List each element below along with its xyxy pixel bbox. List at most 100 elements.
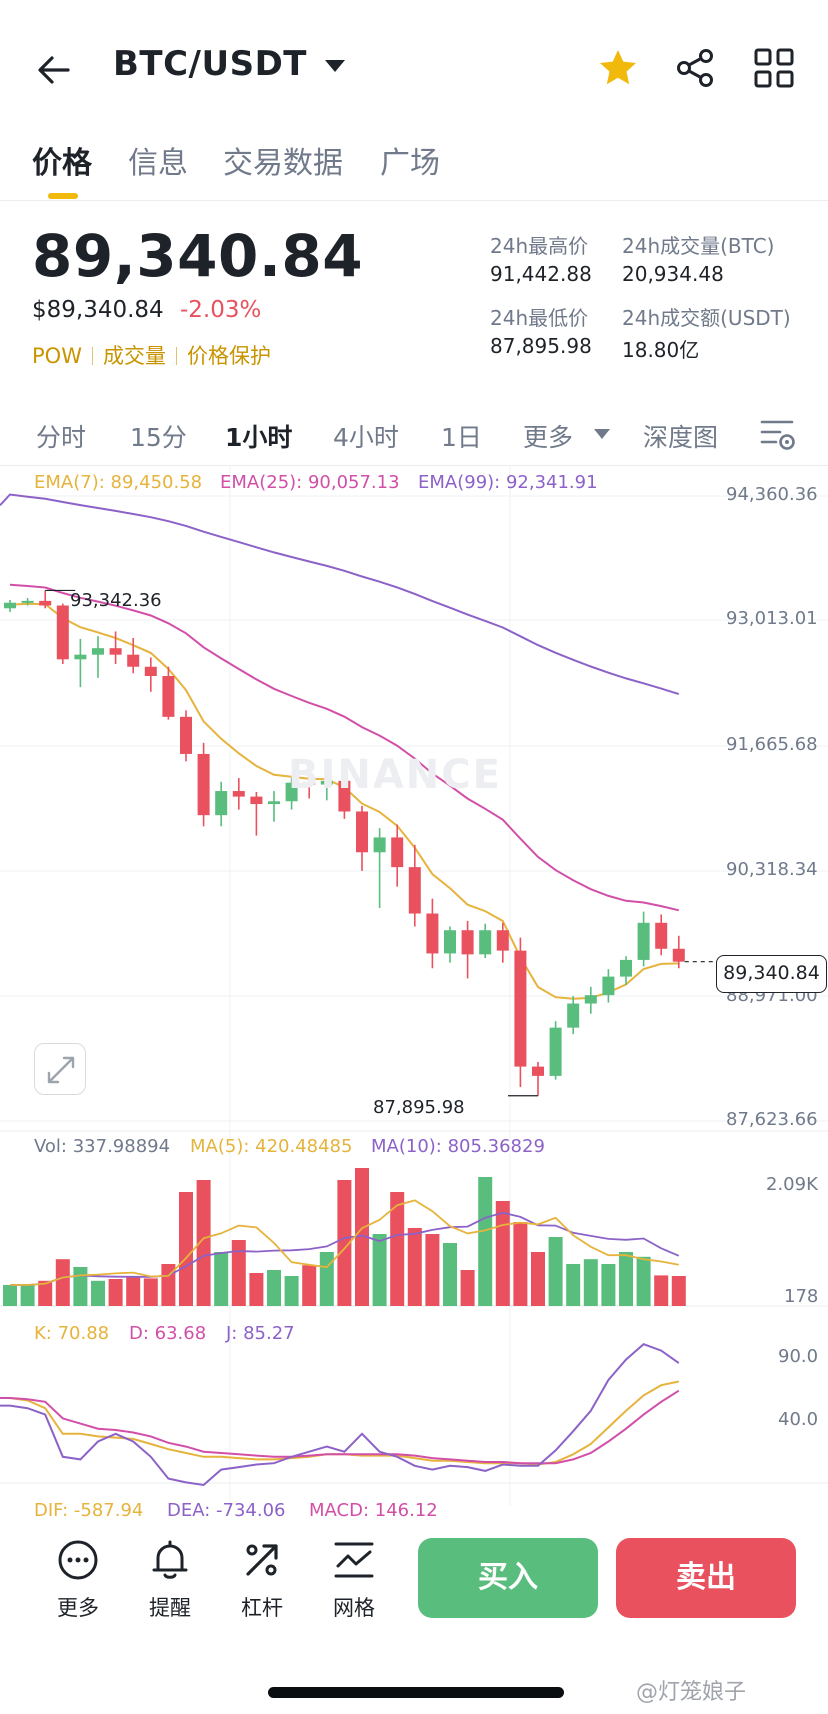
usd-price: $89,340.84	[32, 297, 164, 323]
volume-bar	[654, 1275, 669, 1306]
volume-bar	[267, 1270, 281, 1306]
volume-bar	[143, 1278, 158, 1306]
volume-bar	[302, 1265, 317, 1306]
candle-body	[285, 782, 298, 802]
ema25-readout: EMA(25): 90,057.13	[220, 472, 400, 493]
tag-pow[interactable]: POW	[32, 344, 82, 368]
tab-price[interactable]: 价格	[32, 146, 92, 181]
j-readout: J: 85.27	[226, 1323, 295, 1344]
arrow-left-icon[interactable]	[34, 50, 74, 90]
candle-body	[479, 930, 492, 955]
candle-body	[215, 791, 228, 816]
star-icon[interactable]	[596, 46, 640, 90]
candle-body	[320, 780, 333, 785]
sell-button[interactable]: 卖出	[616, 1538, 796, 1618]
candle-body	[232, 791, 245, 797]
candle-body	[74, 654, 87, 660]
d-line	[0, 1389, 680, 1465]
candle-body	[444, 930, 456, 954]
tag-price-protection[interactable]: 价格保护	[186, 344, 271, 368]
volume-bar	[460, 1270, 475, 1306]
chevron-down-icon[interactable]	[325, 60, 345, 72]
candle-body	[127, 654, 140, 667]
low-callout: 87,895.98	[373, 1097, 465, 1118]
candle-body	[584, 995, 597, 1004]
chevron-down-icon[interactable]	[594, 429, 610, 439]
divider	[0, 465, 828, 466]
candle-body	[514, 950, 527, 1067]
volume-bar	[196, 1180, 211, 1306]
pair-title[interactable]: BTC/USDT	[113, 44, 307, 84]
vol-readout: Vol: 337.98894	[34, 1136, 171, 1157]
candle-body	[356, 811, 368, 853]
buy-button[interactable]: 买入	[418, 1538, 598, 1618]
alert-label: 提醒	[149, 1596, 191, 1620]
volume-bar	[407, 1228, 422, 1306]
volume-bar	[531, 1252, 545, 1306]
volume-bar	[425, 1234, 440, 1306]
candle-body	[461, 930, 474, 955]
candle-body	[180, 716, 192, 754]
grid-icon[interactable]	[752, 46, 796, 90]
volume-bar	[390, 1192, 405, 1306]
y-tick: 93,013.01	[726, 608, 818, 629]
volume-bar	[495, 1201, 510, 1306]
volume-bar	[55, 1259, 70, 1306]
candle-body	[162, 676, 175, 717]
volume-bar	[566, 1264, 581, 1306]
candle-body	[303, 782, 316, 785]
grid-trading-button[interactable]: 网格	[314, 1538, 394, 1622]
volume-bar	[636, 1256, 651, 1306]
candle-body	[92, 648, 104, 655]
candle-body	[56, 605, 69, 660]
expand-chart-button[interactable]	[34, 1043, 86, 1095]
tag-volume[interactable]: 成交量	[102, 344, 166, 368]
kline-chart[interactable]	[0, 466, 828, 1516]
volume-bar	[20, 1285, 35, 1306]
more-button[interactable]: 更多	[38, 1538, 118, 1622]
volume-bar	[214, 1252, 229, 1306]
interval-1h[interactable]: 1小时	[225, 423, 293, 452]
alert-button[interactable]: 提醒	[130, 1538, 210, 1622]
ma10-readout: MA(10): 805.36829	[371, 1136, 545, 1157]
candle-body	[39, 600, 52, 606]
chart-settings-icon[interactable]	[758, 414, 798, 454]
volume-bar	[73, 1267, 88, 1306]
divider	[0, 200, 828, 201]
candle-body	[197, 753, 210, 816]
ema99-line	[0, 493, 680, 696]
last-price: 89,340.84	[32, 222, 364, 290]
binance-watermark: BINANCE	[288, 752, 502, 798]
header: BTC/USDT	[0, 0, 828, 130]
credit-watermark: @灯笼娘子	[636, 1680, 747, 1705]
interval-4h[interactable]: 4小时	[333, 423, 399, 452]
d-readout: D: 63.68	[129, 1323, 207, 1344]
vol-tick: 178	[784, 1286, 819, 1307]
grid-trading-label: 网格	[333, 1596, 375, 1620]
volume-bar	[126, 1277, 141, 1306]
depth-chart-tab[interactable]: 深度图	[643, 423, 719, 452]
y-tick: 87,623.66	[726, 1109, 818, 1130]
share-icon[interactable]	[674, 46, 718, 90]
interval-1d[interactable]: 1日	[441, 423, 482, 452]
interval-more[interactable]: 更多	[523, 423, 574, 452]
stat-low-label: 24h最低价	[490, 306, 589, 330]
volume-bar	[319, 1252, 334, 1306]
stat-vol-btc-value: 20,934.48	[622, 262, 724, 286]
bell-icon	[152, 1540, 188, 1579]
volume-bar	[249, 1273, 264, 1306]
volume-bar	[337, 1180, 352, 1306]
current-price-tag: 89,340.84	[716, 955, 827, 993]
tab-info[interactable]: 信息	[128, 146, 188, 181]
home-indicator[interactable]	[268, 1687, 564, 1698]
candle-body	[620, 959, 632, 977]
interval-15m[interactable]: 15分	[130, 423, 187, 452]
leverage-button[interactable]: 杠杆	[222, 1538, 302, 1622]
interval-line[interactable]: 分时	[36, 423, 87, 452]
tab-trading-data[interactable]: 交易数据	[223, 146, 343, 181]
volume-bar	[478, 1177, 493, 1306]
volume-bar	[513, 1222, 528, 1306]
tab-square[interactable]: 广场	[380, 146, 440, 181]
j-line	[0, 1343, 680, 1487]
volume-bar	[372, 1234, 387, 1306]
